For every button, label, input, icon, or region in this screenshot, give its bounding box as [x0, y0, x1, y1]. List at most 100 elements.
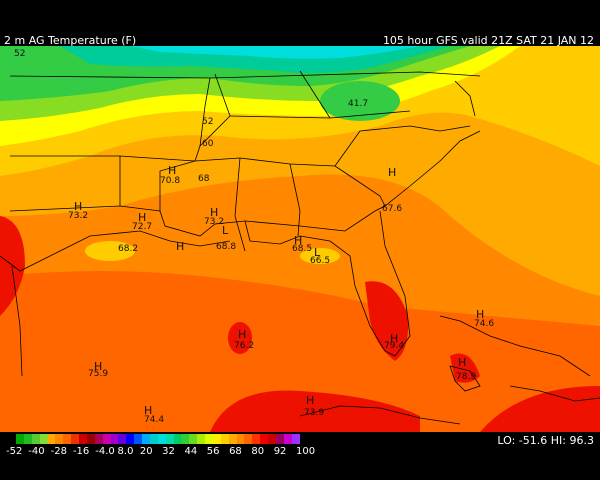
high-marker: H [388, 166, 396, 179]
label-74-4: 74.4 [144, 415, 164, 425]
high-marker: H [176, 240, 184, 253]
label-60: 60 [202, 139, 214, 149]
field-red-orange [0, 271, 600, 432]
scale-tick-label: -28 [50, 446, 67, 457]
field-red-gulf [228, 322, 252, 354]
color-swatch [220, 434, 229, 444]
color-swatch [157, 434, 166, 444]
scale-tick-label: 68 [229, 446, 242, 457]
label-68-5: 68.5 [292, 244, 312, 254]
label-72-7: 72.7 [132, 222, 152, 232]
color-swatch [173, 434, 182, 444]
high-marker: H [306, 394, 314, 407]
color-swatch [63, 434, 72, 444]
label-68-8: 68.8 [216, 242, 236, 252]
high-marker: H [210, 206, 218, 219]
field-red-tx [0, 216, 25, 316]
color-swatch [118, 434, 127, 444]
color-swatch [16, 434, 24, 444]
high-marker: H [74, 200, 82, 213]
label-52-ms: 52 [202, 117, 213, 127]
color-swatch [23, 434, 32, 444]
color-swatch [268, 434, 276, 444]
color-swatch [275, 434, 284, 444]
hi-value: 96.3 [569, 434, 595, 447]
high-marker: H [144, 404, 152, 417]
hi-label: HI: [550, 434, 566, 447]
color-swatch [134, 434, 142, 444]
field-light-orange-panhandle [300, 248, 340, 264]
color-swatch [283, 434, 292, 444]
color-swatch [79, 434, 87, 444]
scale-tick-label: 80 [251, 446, 265, 457]
color-swatch [212, 434, 221, 444]
field-cyan [130, 46, 420, 59]
scale-tick-label: -4.0 [95, 446, 115, 457]
color-swatch [260, 434, 268, 444]
high-marker: H [458, 356, 466, 369]
low-marker: L [222, 224, 229, 237]
color-swatch [252, 434, 261, 444]
map-title: 2 m AG Temperature (F) [4, 34, 137, 47]
field-red-south [210, 390, 420, 432]
label-68: 68 [198, 174, 210, 184]
scale-tick-label: 100 [296, 446, 316, 457]
color-swatch [55, 434, 64, 444]
label-75-9: 75.9 [88, 369, 108, 379]
high-marker: H [390, 332, 398, 345]
lo-hi-stats: LO: -51.6 HI: 96.3 [497, 434, 594, 447]
field-light-orange-coast [85, 241, 135, 261]
scale-tick-label: 44 [184, 446, 198, 457]
scale-tick-label: 8.0 [117, 446, 134, 457]
color-swatch [102, 434, 111, 444]
color-scale-bar [16, 434, 300, 444]
low-marker: L [314, 246, 321, 259]
borders [0, 70, 600, 425]
color-swatch [291, 434, 300, 444]
high-marker: H [294, 234, 302, 247]
label-74-6: 74.6 [474, 319, 494, 329]
color-swatch [94, 434, 103, 444]
label-73-9: 73.9 [304, 408, 324, 418]
temperature-labels: 52 52 60 41.7 70.8 68 73.2 72.7 73.2 68.… [14, 49, 494, 425]
color-swatch [71, 434, 79, 444]
color-swatch [39, 434, 48, 444]
color-swatch [165, 434, 174, 444]
scale-tick-label: -52 [6, 446, 23, 457]
pressure-markers: H H H H H H H H H H H H H H L L [74, 164, 484, 417]
high-marker: H [94, 360, 102, 373]
label-66-5: 66.5 [310, 256, 330, 266]
scale-tick-label: 32 [162, 446, 175, 457]
label-41-7: 41.7 [348, 99, 368, 109]
high-marker: H [238, 328, 246, 341]
color-swatch [236, 434, 245, 444]
scale-tick-label: 20 [139, 446, 153, 457]
color-swatch [149, 434, 158, 444]
color-swatch [47, 434, 56, 444]
scale-tick-label: -40 [28, 446, 45, 457]
color-swatch [205, 434, 213, 444]
lo-value: -51.6 [518, 434, 548, 447]
color-scale-ticks: -52 -40 -28 -16 -4.0 8.0 20 32 44 56 68 80 92 100 [6, 446, 315, 458]
label-68-2: 68.2 [118, 244, 138, 254]
scale-tick-label: -16 [72, 446, 90, 457]
high-marker: H [476, 308, 484, 321]
field-red-caribbean [480, 386, 600, 432]
color-swatch [110, 434, 119, 444]
high-marker: H [168, 164, 176, 177]
scale-tick-label: 92 [273, 446, 287, 457]
header-bar: 2 m AG Temperature (F) 105 hour GFS vali… [0, 0, 600, 47]
label-52-nw: 52 [14, 49, 25, 59]
label-76-2: 76.2 [234, 341, 254, 351]
label-67-6: 67.6 [382, 204, 402, 214]
color-swatch [189, 434, 198, 444]
color-swatch [126, 434, 135, 444]
label-73-2-la: 73.2 [204, 217, 224, 227]
label-79-4: 79.4 [384, 341, 404, 351]
color-swatch [142, 434, 150, 444]
forecast-valid-time: 105 hour GFS valid 21Z SAT 21 JAN 12 [382, 34, 594, 47]
label-73-2-tx: 73.2 [68, 211, 88, 221]
field-appalachian-cold [320, 81, 400, 121]
color-swatch [197, 434, 205, 444]
